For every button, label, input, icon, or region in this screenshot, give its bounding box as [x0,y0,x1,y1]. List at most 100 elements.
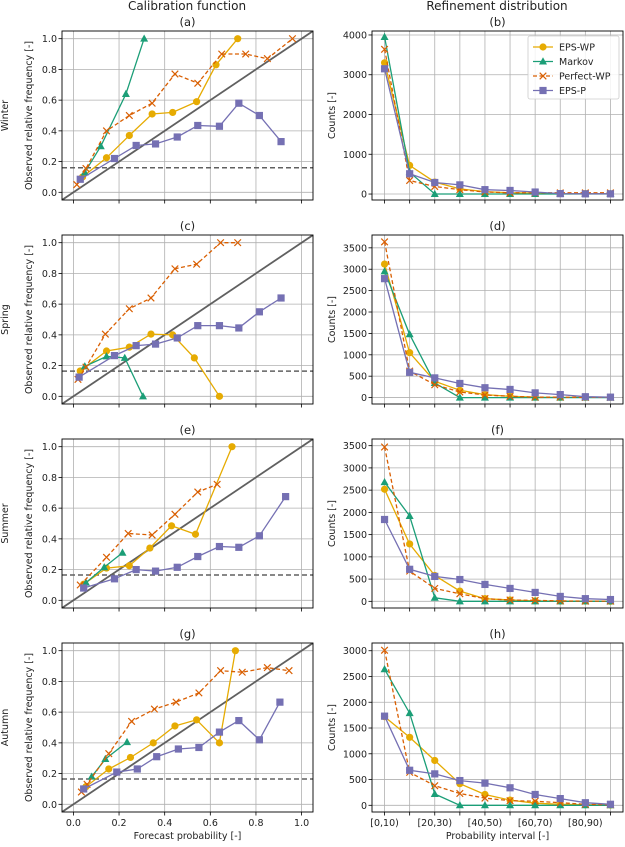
data-point [506,392,514,401]
series-line [384,716,611,806]
data-point [133,765,141,773]
data-point [171,722,179,730]
data-point [169,108,177,117]
row-label: Spring [0,304,11,335]
data-point [153,753,161,761]
plot-area [62,439,313,608]
data-point [581,799,589,807]
y-tick-label: 1000 [343,552,367,563]
data-point [506,801,515,809]
series-eps-wp [76,330,224,400]
data-point [194,322,202,330]
data-point [171,265,179,273]
data-point [255,736,263,744]
data-point [173,133,181,141]
data-point [405,511,414,519]
y-axis-label: Observed relative frequency [-] [24,41,35,190]
y-tick-label: 4000 [343,30,367,41]
legend-marker [539,86,547,95]
x-tick-label: 1.0 [294,818,309,829]
plot-area [380,32,615,198]
legend-label: EPS-WP [559,43,595,54]
data-point [481,794,489,802]
y-axis-label: Counts [-] [327,704,338,751]
legend-entry: EPS-WP [533,43,595,54]
data-point [151,140,160,148]
data-point [456,575,464,584]
data-point [75,373,83,381]
data-point [531,588,539,597]
data-point [456,776,464,785]
legend-marker [539,72,547,80]
data-point [123,737,132,746]
data-point [277,294,285,302]
series-perfect-wp [74,238,242,384]
data-point [380,260,389,268]
data-point [171,510,179,519]
legend-label: Perfect-WP [559,72,611,83]
legend-marker [539,43,547,51]
data-point [506,385,514,394]
panel-d: 0 500 1000 1500 2000 2500 3000 3500 (d) Counts [-… [327,219,624,408]
data-point [380,275,389,283]
y-tick-label: 1.0 [42,442,57,453]
data-point [431,381,439,389]
y-tick-label: 2500 [343,286,367,297]
panel-title: (g) [179,627,195,641]
x-tick-label: [60,70) [518,818,553,829]
data-point [431,770,439,778]
data-point [405,330,414,338]
series-line [384,668,611,806]
data-point [456,590,464,598]
data-point [506,186,514,195]
y-tick-label: 0.4 [42,126,57,137]
data-point [195,743,203,752]
series-perfect-wp [73,34,297,189]
x-tick-label: [20,30) [417,818,452,829]
series-markov [380,267,615,401]
data-point [506,584,514,593]
data-point [481,391,489,399]
data-point [455,189,464,198]
data-point [195,689,203,697]
data-point [431,584,439,593]
data-point [276,698,284,706]
y-tick-label: 3000 [343,70,367,81]
series-eps-wp [78,35,242,181]
axes-frame [371,642,624,813]
data-point [380,485,389,493]
series-eps-p [80,493,290,592]
series-perfect-wp [77,663,293,796]
y-tick-label: 2000 [343,308,367,319]
y-tick-label: 1000 [343,350,367,361]
y-tick-label: 2000 [343,698,367,709]
series-eps-wp [380,713,615,809]
data-point [480,597,489,605]
data-point [531,790,539,799]
data-point [581,190,589,198]
data-point [277,138,285,146]
y-tick-label: 3000 [343,646,367,657]
data-point [173,334,181,342]
x-tick-label: 0.8 [248,818,263,829]
y-tick-label: 2500 [343,672,367,683]
y-tick-label: 0.8 [42,473,57,484]
data-point [105,765,113,773]
series-line [82,38,239,178]
data-point [81,578,90,586]
data-point [82,363,90,371]
data-point [380,59,389,67]
data-point [87,772,96,780]
data-point [556,390,564,399]
y-tick-label: 0 [361,597,367,608]
plot-area [62,31,313,200]
data-point [581,393,589,401]
data-point [126,753,135,762]
panel-c: 0.0 0.2 0.4 0.6 0.8 1.0 (c) Observed relative f… [0,219,314,408]
data-point [380,477,389,486]
series-line [383,68,611,195]
panel-b: 0 1000 2000 3000 4000 (b) Counts [-] EPS-WP Mark… [327,15,624,204]
data-point [171,70,179,78]
data-point [110,352,119,360]
